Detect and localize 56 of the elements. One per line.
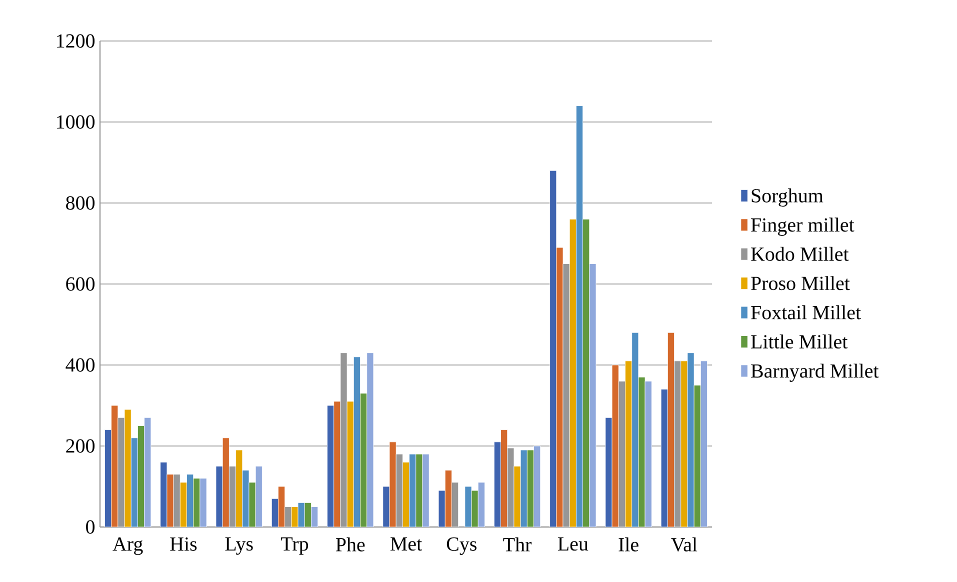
- bar: [550, 170, 557, 527]
- legend-label: Proso Millet: [751, 276, 850, 290]
- x-tick-label: Met: [390, 537, 422, 551]
- bar: [216, 466, 223, 527]
- y-tick-label: 1000: [57, 115, 95, 129]
- bar: [687, 352, 694, 527]
- bar: [660, 389, 668, 527]
- bar: [236, 450, 243, 527]
- x-tick-label: Ile: [618, 537, 638, 552]
- bar: [576, 106, 584, 527]
- x-tick-label: Leu: [558, 537, 588, 551]
- bar: [255, 466, 262, 527]
- bar: [494, 442, 501, 527]
- x-tick-label: Trp: [281, 537, 308, 555]
- bar: [589, 264, 596, 527]
- bar: [422, 454, 430, 527]
- bar: [346, 401, 354, 527]
- bar: [366, 352, 374, 527]
- legend-label: Barnyard Millet: [751, 364, 879, 382]
- bar: [242, 470, 250, 527]
- bar: [625, 360, 632, 527]
- bar: [160, 462, 168, 527]
- x-tick-label: His: [170, 537, 197, 551]
- legend-label: Finger millet: [751, 218, 854, 236]
- x-tick-label: Cys: [446, 537, 476, 555]
- legend-label: Little Millet: [751, 334, 848, 349]
- x-tick-label: Arg: [112, 537, 143, 555]
- legend-label: Kodo Millet: [751, 246, 849, 261]
- x-tick-label: Lys: [225, 537, 253, 555]
- x-tick-label: Thr: [503, 537, 532, 552]
- y-tick-label: 0: [86, 520, 95, 534]
- bar: [353, 356, 360, 527]
- bar: [569, 218, 576, 527]
- bar: [409, 454, 416, 527]
- legend-label: Foxtail Millet: [751, 305, 861, 320]
- bar: [144, 417, 152, 527]
- bar: [104, 430, 112, 527]
- bar: [680, 360, 688, 527]
- bar: [124, 409, 132, 527]
- bar: [186, 474, 194, 527]
- bar: [632, 332, 639, 527]
- bar: [520, 450, 528, 527]
- legend-label: Sorghum: [752, 188, 824, 207]
- bar: [327, 405, 334, 527]
- y-tick-label: 1200: [57, 34, 95, 48]
- bar: [700, 360, 708, 527]
- y-tick-label: 400: [66, 358, 95, 372]
- bar: [644, 380, 652, 527]
- bar: [534, 446, 541, 527]
- y-tick-label: 200: [66, 439, 95, 453]
- y-tick-label: 600: [66, 277, 95, 291]
- y-tick-label: 800: [66, 196, 95, 210]
- bar: [130, 438, 138, 527]
- bar: [402, 462, 410, 527]
- x-tick-label: Val: [671, 537, 698, 552]
- x-tick-label: Phe: [336, 537, 365, 552]
